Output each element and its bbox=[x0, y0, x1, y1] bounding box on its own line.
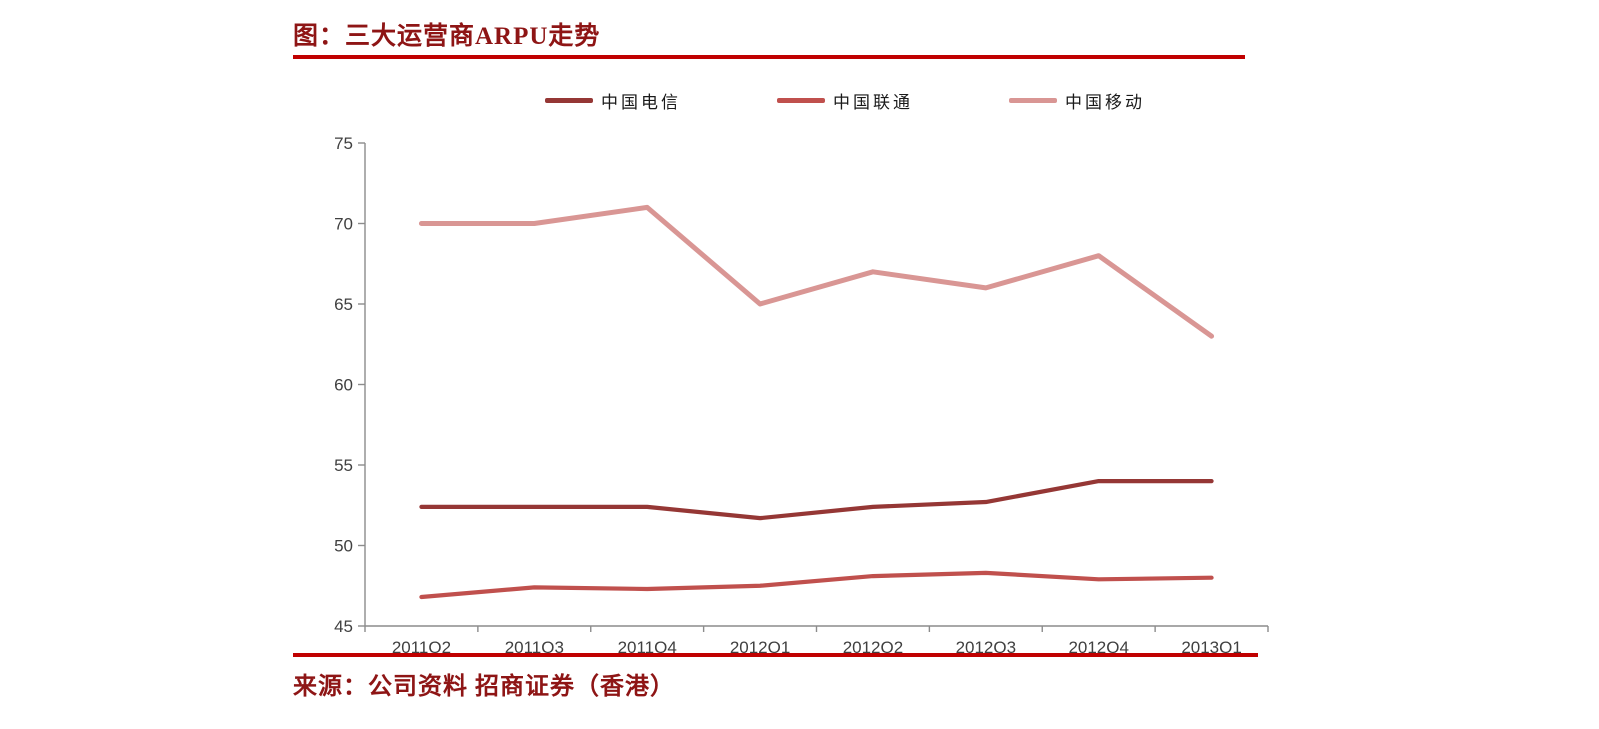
x-tick-label: 2012Q2 bbox=[843, 638, 904, 657]
source-note: 来源：公司资料 招商证券（香港） bbox=[293, 674, 675, 700]
series-line-1 bbox=[419, 570, 1214, 600]
y-tick-label: 45 bbox=[334, 617, 353, 636]
y-tick-label: 50 bbox=[334, 537, 353, 556]
x-tick-label: 2012Q1 bbox=[730, 638, 791, 657]
legend-item-china-telecom: 中国电信 bbox=[545, 88, 681, 113]
y-tick-label: 55 bbox=[334, 456, 353, 475]
legend-swatch-china-telecom bbox=[545, 98, 593, 103]
x-tick-label: 2011Q3 bbox=[505, 638, 564, 657]
legend-swatch-china-mobile bbox=[1009, 98, 1057, 103]
x-tick-label: 2011Q4 bbox=[618, 638, 677, 657]
x-tick-label: 2012Q4 bbox=[1068, 638, 1129, 657]
x-tick-label: 2011Q2 bbox=[392, 638, 451, 657]
chart-title: 图：三大运营商ARPU走势 bbox=[293, 23, 601, 50]
footer-divider-rule bbox=[293, 653, 1258, 657]
legend-item-china-unicom: 中国联通 bbox=[777, 88, 913, 113]
title-divider-rule bbox=[293, 55, 1245, 59]
series-line-0 bbox=[419, 479, 1214, 521]
x-tick-label: 2013Q1 bbox=[1181, 638, 1242, 657]
legend-label-china-unicom: 中国联通 bbox=[833, 93, 913, 112]
series-line-2 bbox=[418, 204, 1215, 339]
chart-legend: 中国电信 中国联通 中国移动 bbox=[545, 88, 1145, 113]
y-tick-label: 65 bbox=[334, 295, 353, 314]
y-tick-label: 75 bbox=[334, 134, 353, 153]
legend-item-china-mobile: 中国移动 bbox=[1009, 88, 1145, 113]
y-tick-label: 60 bbox=[334, 376, 353, 395]
legend-label-china-mobile: 中国移动 bbox=[1065, 93, 1145, 112]
legend-swatch-china-unicom bbox=[777, 98, 825, 103]
x-tick-label: 2012Q3 bbox=[956, 638, 1017, 657]
y-tick-label: 70 bbox=[334, 215, 353, 234]
legend-label-china-telecom: 中国电信 bbox=[601, 93, 681, 112]
